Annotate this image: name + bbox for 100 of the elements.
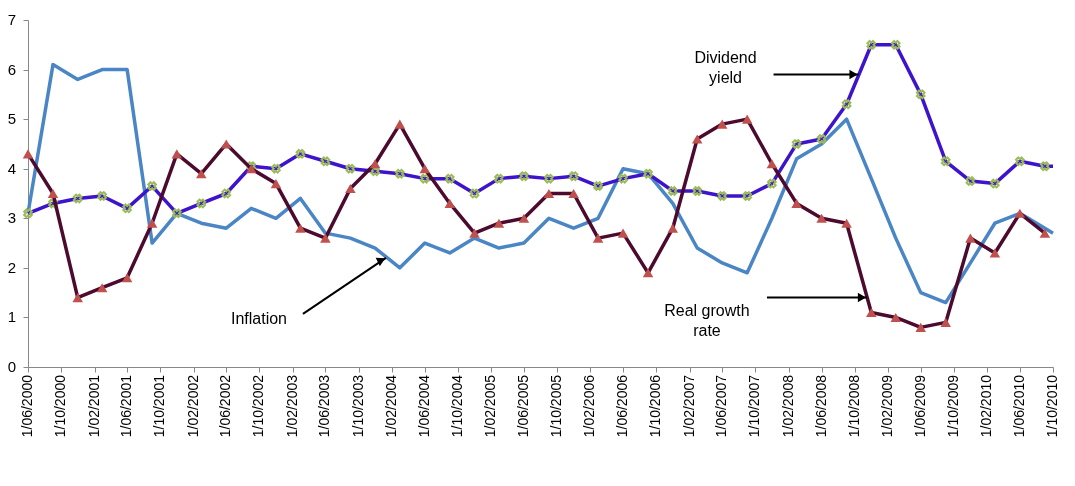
point <box>667 223 679 233</box>
point <box>494 173 504 184</box>
x-tick-label: 1/02/2004 <box>382 374 399 438</box>
x-tick-label: 1/02/2002 <box>184 374 201 438</box>
point <box>816 134 827 144</box>
point <box>47 188 59 199</box>
point <box>320 233 331 243</box>
point <box>469 188 480 199</box>
point <box>519 171 529 181</box>
point <box>221 188 232 199</box>
x-tick-label: 1/02/2010 <box>978 374 995 438</box>
point <box>270 179 282 189</box>
x-tick-label: 1/02/2003 <box>283 374 300 438</box>
point <box>394 168 405 179</box>
x-tick-label: 1/06/2008 <box>812 374 829 438</box>
point <box>295 223 306 233</box>
x-tick-label: 1/02/2007 <box>680 374 697 438</box>
point <box>617 228 629 238</box>
point <box>742 191 753 201</box>
point <box>717 191 728 201</box>
x-tick-label: 1/02/2006 <box>581 374 598 438</box>
x-tick-label: 1/06/2002 <box>217 374 234 438</box>
point <box>890 312 901 322</box>
point <box>122 203 132 214</box>
annotation: Inflation <box>230 309 287 327</box>
x-tick-label: 1/06/2010 <box>1010 374 1027 438</box>
point <box>493 218 505 228</box>
x-tick-label: 1/10/2010 <box>1044 374 1060 438</box>
point <box>915 322 926 332</box>
point <box>469 228 480 238</box>
point <box>890 39 901 50</box>
point <box>345 163 356 174</box>
point <box>915 89 926 100</box>
x-tick-label: 1/10/2008 <box>845 374 862 438</box>
annotation: Real growth rate <box>664 301 750 339</box>
point <box>23 208 33 219</box>
y-tick-label: 5 <box>7 110 16 128</box>
x-tick-label: 1/10/2009 <box>944 374 961 438</box>
point <box>716 119 728 129</box>
point <box>741 114 753 124</box>
x-tick-label: 1/06/2000 <box>19 374 35 438</box>
point <box>568 171 579 181</box>
y-tick-label: 0 <box>7 358 16 375</box>
point <box>692 186 703 196</box>
point <box>444 173 455 184</box>
point <box>146 218 158 228</box>
point <box>72 293 83 303</box>
point <box>940 317 951 327</box>
point <box>990 178 1000 189</box>
point <box>866 307 877 318</box>
point <box>48 198 58 209</box>
point <box>172 208 182 219</box>
point <box>444 198 456 208</box>
y-tick-label: 3 <box>7 209 16 227</box>
point <box>543 188 555 199</box>
point <box>22 149 34 159</box>
x-tick-label: 1/10/2003 <box>349 374 366 438</box>
point <box>1015 156 1025 167</box>
point <box>841 99 852 110</box>
point <box>271 163 281 174</box>
x-tick-label: 1/06/2007 <box>713 374 730 438</box>
point <box>171 149 183 159</box>
point <box>691 134 703 144</box>
x-tick-label: 1/06/2009 <box>911 374 928 438</box>
x-tick-label: 1/06/2001 <box>118 374 135 438</box>
point <box>147 181 157 191</box>
x-tick-label: 1/10/2002 <box>250 374 267 438</box>
x-tick-label: 1/10/2006 <box>647 374 664 438</box>
point <box>965 176 976 186</box>
point <box>767 178 777 189</box>
point <box>667 186 678 196</box>
point <box>544 173 554 184</box>
point <box>419 173 430 184</box>
point <box>369 159 381 169</box>
point <box>518 213 530 223</box>
point <box>618 173 628 184</box>
point <box>196 198 207 209</box>
point <box>295 149 306 159</box>
x-tick-label: 1/06/2003 <box>316 374 333 438</box>
point <box>593 181 603 191</box>
x-tick-label: 1/02/2009 <box>879 374 896 438</box>
point <box>791 198 802 208</box>
point <box>866 39 877 50</box>
x-tick-label: 1/02/2005 <box>482 374 499 438</box>
point <box>643 168 653 179</box>
point <box>940 156 951 167</box>
point <box>394 119 406 129</box>
point <box>96 283 108 293</box>
point <box>766 159 778 169</box>
x-tick-label: 1/10/2000 <box>52 374 69 438</box>
y-tick-label: 2 <box>7 258 16 276</box>
x-tick-label: 1/10/2001 <box>151 374 168 438</box>
point <box>568 188 579 199</box>
x-tick-label: 1/06/2006 <box>614 374 631 438</box>
point <box>592 233 604 243</box>
point <box>345 184 356 194</box>
point <box>816 213 827 223</box>
y-tick-label: 7 <box>7 11 16 28</box>
annotation: Dividend yield <box>694 48 757 86</box>
x-tick-label: 1/06/2005 <box>514 374 531 438</box>
